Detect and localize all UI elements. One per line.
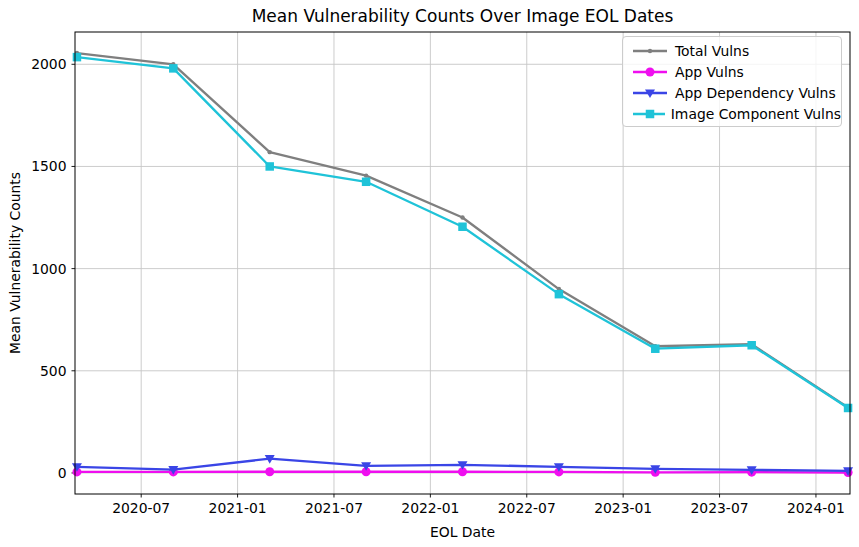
x-axis-label: EOL Date: [75, 524, 850, 540]
legend-item-app-dependency-vulns: App Dependency Vulns: [631, 82, 841, 103]
legend-label: Image Component Vulns: [671, 106, 841, 122]
marker-total-vulns: [460, 215, 464, 219]
legend-marker-image-component-vulns: [646, 109, 655, 118]
legend-label: Total Vulns: [675, 43, 749, 59]
x-tick-label: 2020-07: [112, 500, 170, 516]
marker-image-component-vulns: [844, 404, 853, 413]
marker-image-component-vulns: [747, 341, 756, 350]
x-tick-label: 2022-07: [498, 500, 556, 516]
figure: 0 500 1000 1500 2000 2020-07 2021-01 2021-07 202…: [0, 0, 859, 547]
legend-sample-total-vulns: [631, 43, 669, 59]
marker-image-component-vulns: [555, 290, 564, 299]
legend-label: App Vulns: [675, 64, 744, 80]
x-tick-label: 2021-01: [209, 500, 267, 516]
chart-title: Mean Vulnerability Counts Over Image EOL…: [75, 6, 850, 26]
legend-marker-total-vulns: [648, 48, 652, 52]
marker-image-component-vulns: [169, 64, 178, 73]
legend-sample-app-vulns: [631, 64, 669, 80]
legend-sample-image-component-vulns: [631, 106, 665, 122]
legend-marker-app-vulns: [646, 67, 655, 76]
marker-image-component-vulns: [458, 222, 467, 231]
legend-item-image-component-vulns: Image Component Vulns: [631, 103, 841, 124]
legend-item-app-vulns: App Vulns: [631, 61, 841, 82]
x-tick-label: 2023-01: [594, 500, 652, 516]
marker-total-vulns: [364, 173, 368, 177]
marker-image-component-vulns: [651, 344, 660, 353]
y-tick-label: 500: [40, 363, 67, 379]
marker-total-vulns: [268, 150, 272, 154]
legend-item-total-vulns: Total Vulns: [631, 40, 841, 61]
x-tick-label: 2024-01: [787, 500, 845, 516]
y-axis-label: Mean Vulnerability Counts: [7, 172, 23, 354]
marker-app-vulns: [265, 467, 274, 476]
y-tick-label: 2000: [31, 56, 66, 72]
x-tick-label: 2022-01: [401, 500, 459, 516]
legend: Total Vulns App Vulns App Dependency Vulns…: [622, 36, 842, 127]
marker-image-component-vulns: [73, 53, 82, 62]
y-tick-label: 0: [58, 465, 67, 481]
y-tick-label: 1500: [31, 158, 66, 174]
marker-image-component-vulns: [265, 162, 274, 171]
legend-sample-app-dependency-vulns: [631, 85, 669, 101]
x-tick-label: 2021-07: [305, 500, 363, 516]
y-tick-label: 1000: [31, 261, 66, 277]
x-tick-label: 2023-07: [691, 500, 749, 516]
legend-label: App Dependency Vulns: [675, 85, 836, 101]
marker-image-component-vulns: [362, 178, 371, 187]
